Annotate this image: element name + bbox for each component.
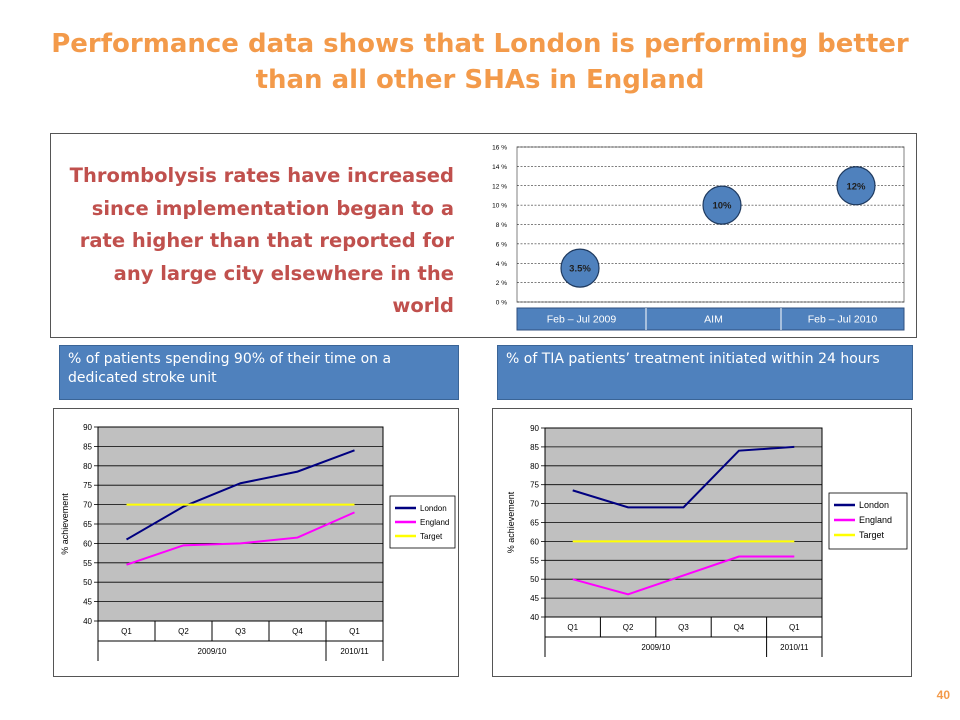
y-tick-label: 0 %: [496, 300, 507, 307]
x-category-label: Feb – Jul 2009: [547, 314, 617, 326]
x-category-label: Q1: [567, 623, 578, 632]
y-tick-label: 85: [83, 442, 92, 451]
y-tick-label: 90: [83, 423, 92, 432]
x-category-label: AIM: [704, 314, 723, 326]
y-tick-label: 40: [83, 617, 92, 626]
x-category-label: Q4: [734, 623, 745, 632]
legend-label: Target: [859, 530, 885, 540]
legend-label: England: [859, 515, 892, 525]
legend-label: London: [859, 500, 889, 510]
y-tick-label: 45: [83, 598, 92, 607]
thrombolysis-line: since implementation began to a: [91, 196, 454, 220]
title-line-2: than all other SHAs in England: [255, 65, 705, 95]
x-category-label: Feb – Jul 2010: [808, 314, 878, 326]
x-category-label: Q3: [235, 627, 246, 636]
y-tick-label: 75: [83, 481, 92, 490]
x-category-label: Q4: [292, 627, 303, 636]
data-bubble: [560, 248, 600, 288]
data-label: 3.5%: [569, 264, 591, 275]
y-tick-label: 55: [83, 559, 92, 568]
y-tick-label: 70: [83, 501, 92, 510]
thrombolysis-line: Thrombolysis rates have increased: [69, 164, 454, 187]
y-tick-label: 14 %: [492, 164, 507, 171]
x-category-label: Q2: [178, 627, 189, 636]
y-tick-label: 80: [530, 462, 539, 471]
x-group-label: 2010/11: [340, 647, 369, 656]
y-tick-label: 65: [83, 520, 92, 529]
thrombolysis-line: any large city elsewhere in the: [113, 261, 454, 285]
y-tick-label: 4 %: [496, 261, 507, 268]
y-tick-label: 75: [530, 481, 539, 490]
y-tick-label: 70: [530, 500, 539, 509]
x-category-label: Q2: [623, 623, 634, 632]
y-tick-label: 8 %: [496, 222, 507, 229]
data-label: 12%: [846, 181, 866, 192]
y-tick-label: 50: [530, 575, 539, 584]
tia-chart-frame: 40 45 50 55 60 65 70 75 80 85 90 % achievement Q1 Q2 Q…: [492, 408, 912, 677]
y-tick-label: 50: [83, 578, 92, 587]
page-title: Performance data shows that London is pe…: [40, 26, 920, 98]
y-tick-label: 85: [530, 443, 539, 452]
tia-line-chart: 40 45 50 55 60 65 70 75 80 85 90 % achievement Q1 Q2 Q…: [506, 424, 908, 657]
legend-label: Target: [420, 532, 443, 541]
stroke-unit-chart-frame: 40 45 50 55 60 65 70 75 80 85 90 % achievement Q1 Q2 Q…: [53, 408, 459, 677]
y-tick-label: 80: [83, 462, 92, 471]
y-tick-label: 6 %: [496, 241, 507, 248]
stroke-unit-line-chart: 40 45 50 55 60 65 70 75 80 85 90 % achievement Q1 Q2 Q…: [60, 423, 456, 661]
x-category-label: Q1: [121, 627, 132, 636]
legend-label: London: [420, 504, 447, 513]
thrombolysis-line: rate higher than that reported for: [79, 229, 454, 252]
thrombolysis-line: world: [392, 294, 454, 317]
data-label: 10%: [712, 201, 732, 212]
thrombolysis-bubble-chart: 0 % 2 % 4 % 6 % 8 % 10 % 12 % 14 % 16 % Feb – Jul…: [492, 145, 905, 331]
series-line-london: [572, 445, 795, 509]
page-number: 40: [936, 688, 950, 702]
y-tick-label: 55: [530, 556, 539, 565]
title-line-1: Performance data shows that London is pe…: [51, 29, 909, 59]
y-tick-label: 16 %: [492, 145, 507, 152]
y-axis-label: % achievement: [60, 493, 70, 555]
y-tick-label: 45: [530, 594, 539, 603]
legend-label: England: [420, 518, 449, 527]
data-bubble: [836, 166, 876, 206]
data-bubble: [702, 185, 742, 225]
series-line-london: [125, 449, 355, 541]
x-category-label: Q1: [349, 627, 360, 636]
series-line-england: [126, 511, 355, 566]
x-category-label: Q1: [789, 623, 800, 632]
y-tick-label: 60: [530, 537, 539, 546]
y-tick-label: 60: [83, 539, 92, 548]
y-tick-label: 10 %: [492, 203, 507, 210]
y-tick-label: 2 %: [496, 280, 507, 287]
thrombolysis-text: Thrombolysis rates have increased since …: [58, 160, 454, 323]
stroke-unit-label: % of patients spending 90% of their time…: [59, 345, 459, 400]
y-tick-label: 65: [530, 519, 539, 528]
tia-label: % of TIA patients’ treatment initiated w…: [497, 345, 913, 400]
series-line-england: [572, 555, 795, 596]
x-group-label: 2009/10: [641, 643, 670, 652]
thrombolysis-panel: [50, 133, 917, 338]
x-group-label: 2010/11: [780, 643, 809, 652]
y-axis-label: % achievement: [506, 491, 516, 553]
y-tick-label: 40: [530, 613, 539, 622]
x-category-label: Q3: [678, 623, 689, 632]
y-tick-label: 12 %: [492, 183, 507, 190]
x-group-label: 2009/10: [198, 647, 227, 656]
category-table: [516, 307, 905, 331]
y-tick-label: 90: [530, 424, 539, 433]
